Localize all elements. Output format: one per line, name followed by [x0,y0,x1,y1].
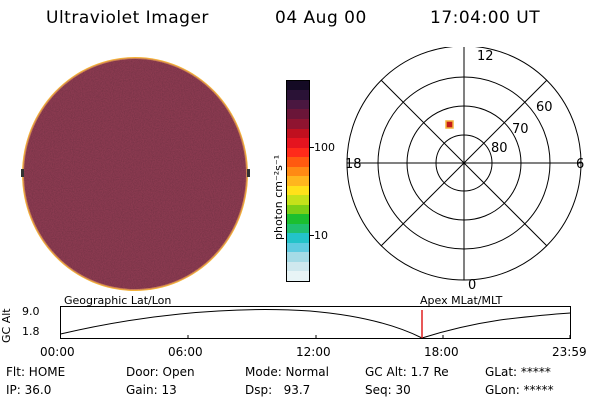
altitude-plot [60,306,571,339]
colorbar-segment [287,261,309,272]
colorbar [286,80,310,282]
colorbar-segment [287,185,309,196]
status-gain: Gain: 13 [126,383,177,397]
colorbar-segment [287,81,309,91]
colorbar-segment [287,223,309,234]
altitude-ytick-9: 9.0 [22,305,40,318]
polar-label-lat-70: 70 [512,122,529,137]
colorbar-segment [287,118,309,129]
altitude-curve [60,309,571,339]
colorbar-tick-100: 100 [314,141,335,154]
polar-diagonal-b [380,79,548,247]
imager-disk-panel [21,57,250,291]
status-ip: IP: 36.0 [6,383,52,397]
x-tick-18: 18:00 [424,345,459,359]
colorbar-segment [287,271,309,281]
x-tick-12: 12:00 [296,345,331,359]
status-door: Door: Open [126,365,195,379]
colorbar-tickmark-10 [310,235,314,236]
colorbar-segment [287,252,309,262]
colorbar-segment [287,176,309,186]
colorbar-tickmark-100 [310,147,314,148]
x-tick-00: 00:00 [40,345,75,359]
status-gc-alt: GC Alt: 1.7 Re [365,365,449,379]
colorbar-segment [287,109,309,119]
colorbar-tick-10: 10 [314,229,328,242]
polar-plot: 12 18 6 0 60 70 80 [345,47,584,289]
x-tick-2359: 23:59 [552,345,587,359]
status-flight: Flt: HOME [6,365,66,379]
disk-left-tick [21,169,24,177]
colorbar-segment [287,138,309,148]
polar-label-lat-80: 80 [491,141,508,156]
polar-label-0: 0 [468,278,476,289]
colorbar-segment [287,147,309,158]
colorbar-segment [287,90,309,100]
colorbar-segment [287,166,309,177]
status-mode: Mode: Normal [245,365,329,379]
status-dsp: Dsp: 93.7 [245,383,311,397]
colorbar-segment [287,99,309,110]
polar-label-18: 18 [345,157,362,172]
colorbar-segment [287,128,309,139]
status-seq: Seq: 30 [365,383,411,397]
colorbar-segment [287,195,309,205]
colorbar-unit-label: photon cm⁻²s⁻¹ [272,154,285,240]
polar-label-12: 12 [477,49,494,64]
altitude-ytick-1-8: 1.8 [22,325,40,338]
observation-time: 17:04:00 UT [430,8,541,28]
polar-data-marker [445,120,454,129]
colorbar-segment [287,204,309,215]
altitude-right-title: Apex MLat/MLT [420,294,503,307]
x-tick-06: 06:00 [168,345,203,359]
polar-label-6: 6 [576,157,584,172]
polar-label-lat-60: 60 [536,100,553,115]
altitude-ylabel: GC Alt [0,308,13,343]
status-glat: GLat: ***** [485,365,551,379]
altitude-left-title: Geographic Lat/Lon [64,294,172,307]
instrument-title: Ultraviolet Imager [46,8,209,28]
colorbar-segment [287,242,309,253]
colorbar-segment [287,157,309,167]
imager-noise-texture [23,58,247,290]
colorbar-segment [287,233,309,243]
colorbar-segment [287,214,309,224]
disk-right-tick [247,169,250,177]
observation-date: 04 Aug 00 [275,8,367,28]
status-glon: GLon: ***** [485,383,554,397]
